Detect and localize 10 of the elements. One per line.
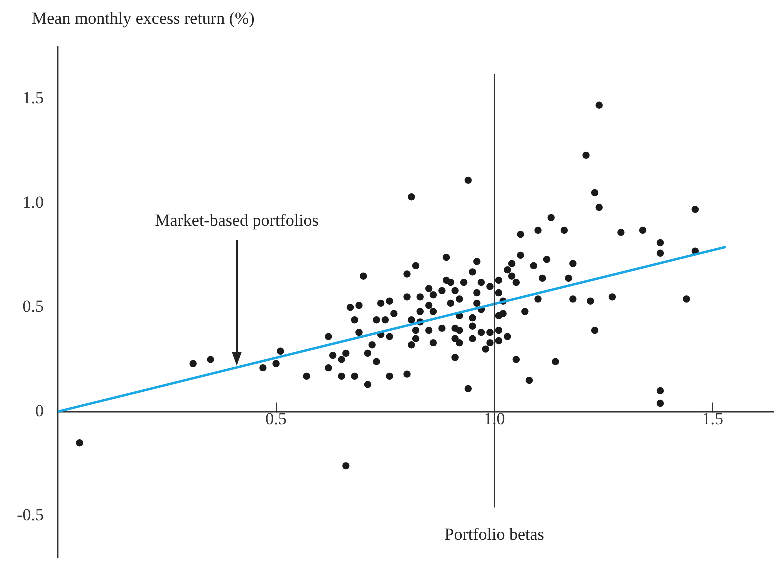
x-tick-label: 1.5 [702, 410, 724, 429]
y-tick-label: 0.5 [22, 297, 44, 316]
y-tick-label: -0.5 [17, 506, 44, 525]
annotation: Market-based portfolios [155, 210, 319, 230]
y-tick-label: 1.0 [22, 192, 44, 212]
x-tick-label: 0.5 [266, 410, 287, 429]
y-axis-title: Mean monthly excess return (%) [32, 9, 255, 28]
y-tick-label: 0 [36, 401, 44, 420]
y-tick-label: 1.5 [22, 88, 44, 108]
x-axis-title: Portfolio betas [444, 524, 544, 544]
